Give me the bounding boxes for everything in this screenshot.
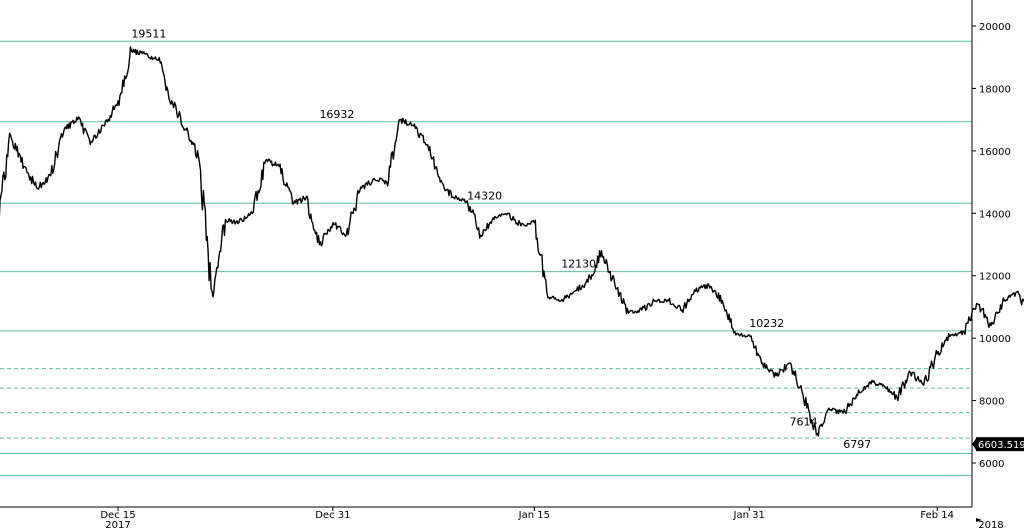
y-tick-label: 16000 (979, 147, 1011, 158)
series-line-0 (0, 46, 1024, 437)
x-tick-label: Jan 15 (518, 510, 550, 521)
y-tick-label: 6000 (979, 459, 1004, 470)
x-tick-label: Jan 31 (733, 510, 765, 521)
x-year-label: 2017 (105, 520, 130, 528)
level-label: 16932 (319, 108, 354, 121)
last-value-pointer (972, 437, 977, 452)
y-tick-label: 14000 (979, 209, 1011, 220)
axis-arrow-icon (976, 518, 982, 522)
x-year-label: 2018 (978, 520, 1003, 528)
level-label: 6797 (843, 438, 871, 451)
x-tick-label: Dec 15 (100, 510, 135, 521)
level-label: 12130 (561, 258, 596, 271)
y-tick-label: 18000 (979, 84, 1011, 95)
last-value-box (976, 437, 1024, 452)
x-tick-label: Dec 31 (315, 510, 350, 521)
y-tick-label: 8000 (979, 397, 1004, 408)
y-tick-label: 10000 (979, 334, 1011, 345)
level-label: 7614 (790, 416, 818, 429)
level-label: 14320 (467, 189, 502, 202)
price-series (0, 46, 1024, 437)
level-labels: 1951116932143201213010232902276146797630… (131, 27, 871, 451)
level-label: 10232 (749, 317, 784, 330)
x-tick-label: Feb 14 (920, 510, 954, 521)
level-lines (0, 40, 972, 476)
last-value-label: 6603.5195 (978, 440, 1024, 451)
y-tick-label: 20000 (979, 22, 1011, 33)
y-tick-label: 12000 (979, 272, 1011, 283)
last-value-marker: 6603.5195 (972, 437, 1024, 452)
level-label: 19511 (131, 27, 166, 40)
